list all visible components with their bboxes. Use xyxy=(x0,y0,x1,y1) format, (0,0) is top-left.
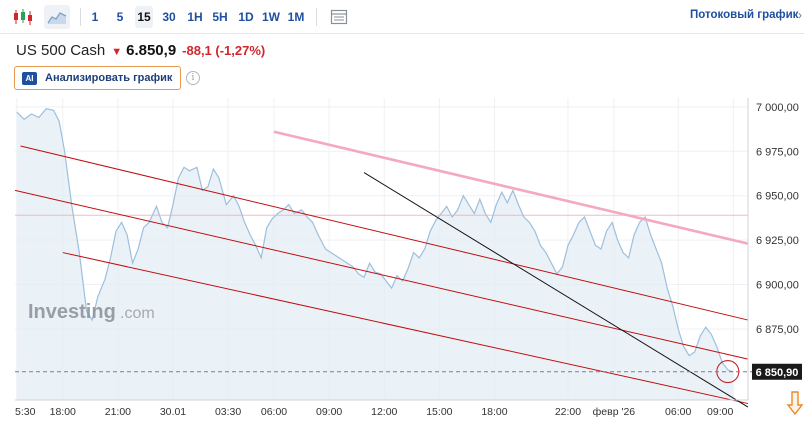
x-tick-label: 03:30 xyxy=(215,406,241,418)
timeframe-30-button[interactable]: 30 xyxy=(162,10,176,24)
y-tick-label: 7 000,00 xyxy=(756,102,799,114)
indicators-icon[interactable] xyxy=(326,5,352,29)
chevron-right-icon[interactable]: › xyxy=(798,8,802,22)
price-change: -88,1 (-1,27%) xyxy=(182,43,266,58)
price-area-fill xyxy=(16,108,734,400)
x-tick-label: 30.01 xyxy=(160,406,186,418)
ai-badge-icon: AI xyxy=(22,71,37,85)
x-tick-label: 18:00 xyxy=(481,406,507,418)
info-icon[interactable]: i xyxy=(186,71,200,85)
timeframe-5-button[interactable]: 5 xyxy=(116,10,124,24)
x-tick-label: февр '26 xyxy=(593,406,636,418)
x-tick-label: 15:00 xyxy=(426,406,452,418)
instrument-name: US 500 Cash xyxy=(16,42,106,59)
trendline[interactable] xyxy=(273,130,749,245)
x-tick-label: 06:00 xyxy=(261,406,287,418)
watermark-text: Investing xyxy=(28,301,116,323)
timeframe-1d-button[interactable]: 1D xyxy=(238,10,254,24)
timeframe-1w-button[interactable]: 1W xyxy=(262,10,280,24)
analyze-chart-button[interactable]: AI Анализировать график xyxy=(14,66,181,90)
current-price-value: 6 850,90 xyxy=(756,367,799,379)
y-tick-label: 6 925,00 xyxy=(756,235,799,247)
trendline[interactable] xyxy=(14,189,749,360)
timeframe-15-button[interactable]: 15 xyxy=(135,6,153,28)
y-tick-label: 6 900,00 xyxy=(756,280,799,292)
timeframe-1-button[interactable]: 1 xyxy=(91,10,99,24)
timeframe-5h-button[interactable]: 5H xyxy=(212,10,228,24)
x-tick-label: 18:00 xyxy=(50,406,76,418)
x-tick-label: 12:00 xyxy=(371,406,397,418)
x-tick-label: 09:00 xyxy=(316,406,342,418)
watermark-suffix: .com xyxy=(120,305,155,322)
timeframe-1h-button[interactable]: 1H xyxy=(187,10,203,24)
x-tick-label: 22:00 xyxy=(555,406,581,418)
chart-canvas[interactable]: Investing .com 7 000,00 6 975,00 6 950,00 6 9… xyxy=(0,98,804,421)
down-arrow-icon[interactable] xyxy=(786,391,804,416)
y-tick-label: 6 975,00 xyxy=(756,146,799,158)
timeframe-1m-button[interactable]: 1M xyxy=(287,10,305,24)
last-price: 6.850,9 xyxy=(126,42,177,59)
x-tick-label: 5:30 xyxy=(15,406,36,418)
current-price-label xyxy=(752,363,802,380)
quote-header: US 500 Cash ▼ 6.850,9 -88,1 (-1,27%) xyxy=(16,42,265,62)
trendline[interactable] xyxy=(363,172,749,408)
streaming-chart-link[interactable]: Потоковый график xyxy=(690,9,799,21)
toolbar-divider xyxy=(316,8,317,26)
down-arrow-icon: ▼ xyxy=(111,46,123,58)
analyze-chart-label: Анализировать график xyxy=(45,72,173,84)
chart-toolbar: 1 5 15 30 1H 5H 1D 1W 1M Потоковый график › xyxy=(0,0,804,34)
price-chart[interactable]: Investing .com 7 000,00 6 975,00 6 950,00 6 9… xyxy=(0,98,804,421)
area-chart-icon[interactable] xyxy=(44,5,70,29)
candlestick-icon[interactable] xyxy=(10,5,36,29)
price-line xyxy=(16,108,734,373)
trendline[interactable] xyxy=(62,252,749,405)
x-tick-label: 09:00 xyxy=(707,406,733,418)
x-tick-label: 21:00 xyxy=(105,406,131,418)
toolbar-divider xyxy=(80,8,81,26)
y-tick-label: 6 875,00 xyxy=(756,324,799,336)
x-tick-label: 06:00 xyxy=(665,406,691,418)
y-tick-label: 6 950,00 xyxy=(756,191,799,203)
trendline[interactable] xyxy=(20,145,749,321)
